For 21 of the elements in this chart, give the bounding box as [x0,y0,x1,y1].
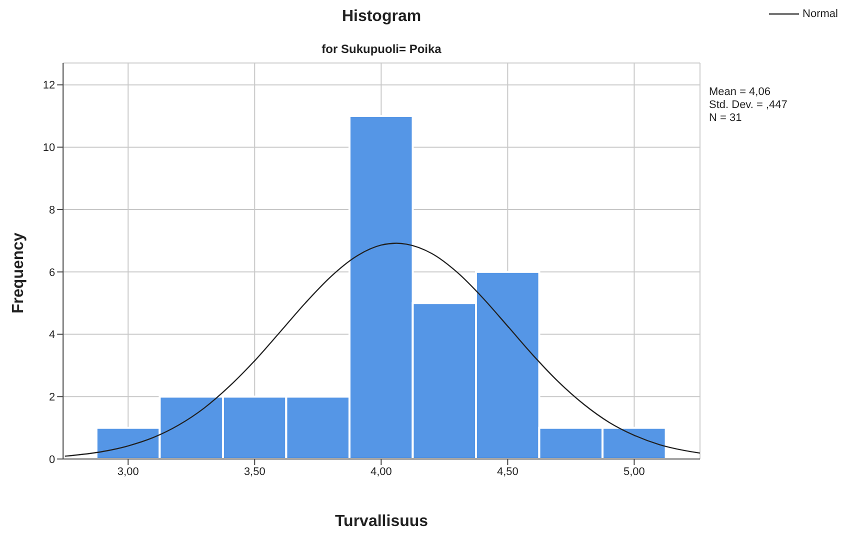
y-tick-label: 4 [48,329,56,342]
y-tick-label: 12 [42,80,56,92]
y-tick-label: 8 [48,204,56,216]
y-axis-title: Frequency [10,232,28,314]
text: Mean = 4,06 [709,86,772,99]
chart-subtitle: for Sukupuoli= Poika [320,42,442,56]
chart-title: Histogram [340,8,422,26]
x-tick-label: 5,00 [624,466,645,478]
x-tick-label: 3,00 [117,466,139,478]
y-tick-label: 2 [48,392,56,404]
y-tick-label: 10 [42,142,56,154]
x-tick-label: 4,00 [370,466,392,478]
x-axis-title: Turvallisuus [334,513,430,531]
y-tick-label: 0 [48,454,56,466]
text: N = 31 [709,112,743,125]
y-tick-label: 6 [48,266,56,279]
x-tick-label: 4,50 [496,466,518,478]
legend-label: Normal [802,8,838,20]
x-tick-label: 3,50 [244,466,266,478]
text: Std. Dev. = ,447 [709,99,788,112]
line-series [64,242,700,457]
